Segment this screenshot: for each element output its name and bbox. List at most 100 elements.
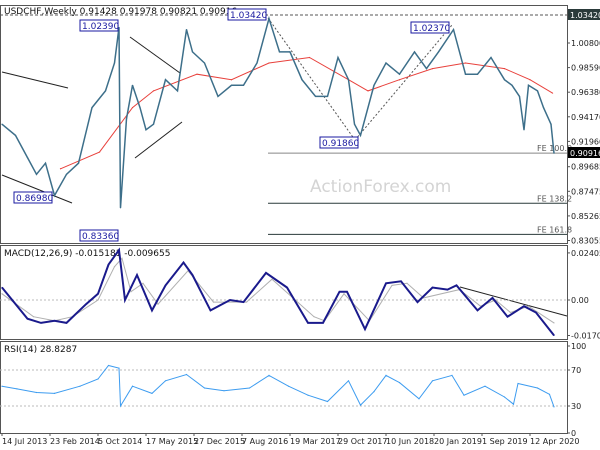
signal-line-point bbox=[1, 293, 3, 295]
macd-line-point bbox=[65, 322, 68, 324]
label-low-2015: 0.83360 bbox=[82, 232, 119, 242]
price-line-point bbox=[437, 51, 440, 53]
price-line-point bbox=[125, 118, 128, 120]
rsi-line-point bbox=[347, 380, 350, 382]
rsi-line-point bbox=[118, 367, 120, 369]
price-line-point bbox=[452, 29, 455, 31]
macd-line-point bbox=[182, 261, 185, 264]
rsi-line-point bbox=[548, 393, 551, 395]
ma-line-point bbox=[131, 106, 134, 109]
price-line-point bbox=[164, 79, 167, 81]
rsi-line-point bbox=[418, 398, 420, 400]
macd-line-point bbox=[107, 263, 110, 266]
macd-line-point bbox=[124, 299, 126, 301]
macd-line-point bbox=[265, 272, 267, 274]
price-line-point bbox=[152, 123, 155, 125]
signal-line-point bbox=[113, 266, 116, 268]
signal-line-point bbox=[553, 322, 555, 324]
price-line-point bbox=[176, 90, 179, 92]
triangle-upper-line bbox=[129, 36, 181, 74]
price-line-point bbox=[278, 51, 281, 53]
price-line-point bbox=[65, 173, 68, 175]
dotted-up-line bbox=[354, 24, 453, 141]
macd-line-point bbox=[40, 322, 42, 324]
price-line-point bbox=[53, 194, 56, 197]
price-line-point bbox=[347, 79, 350, 81]
rsi-line-point bbox=[151, 392, 153, 394]
ma-line-point bbox=[98, 151, 101, 153]
price-line-point bbox=[550, 123, 552, 125]
macd-line-point bbox=[553, 334, 555, 337]
x-tick-label: 23 Feb 2014 bbox=[50, 437, 100, 446]
rsi-line-point bbox=[79, 385, 81, 387]
macd-line-point bbox=[136, 274, 138, 276]
rsi-tick-label: 100 bbox=[571, 342, 586, 351]
price-line-point bbox=[145, 129, 147, 131]
macd-line-point bbox=[535, 311, 537, 314]
price-line-point bbox=[14, 134, 17, 136]
ma-line-point bbox=[152, 90, 155, 92]
price-line-point bbox=[353, 123, 356, 125]
signal-line-point bbox=[97, 299, 99, 301]
price-line-point bbox=[523, 129, 525, 131]
rsi-line-point bbox=[164, 380, 167, 382]
macd-line-point bbox=[523, 305, 525, 307]
macd-line-point bbox=[506, 316, 509, 318]
macd-line-point bbox=[364, 328, 366, 330]
rsi-line-point bbox=[553, 406, 555, 408]
signal-line-point bbox=[271, 278, 273, 280]
macd-line-point bbox=[151, 309, 153, 312]
x-tick-label: 19 Mar 2017 bbox=[290, 437, 341, 446]
signal-line-point bbox=[406, 282, 408, 284]
rsi-line bbox=[1, 364, 555, 408]
price-line-point bbox=[139, 106, 141, 109]
signal-line-point bbox=[130, 291, 132, 293]
rsi-line-point bbox=[185, 373, 188, 376]
x-tick-label: 29 Oct 2017 bbox=[338, 437, 387, 446]
ma-line-point bbox=[268, 62, 270, 64]
rsi-line-point bbox=[268, 374, 270, 376]
price-line-point bbox=[91, 106, 93, 109]
rsi-line-point bbox=[517, 382, 519, 385]
rsi-line-point bbox=[536, 387, 539, 389]
series-layer bbox=[1, 15, 555, 408]
price-line-point bbox=[314, 95, 317, 98]
signal-line-point bbox=[32, 316, 35, 318]
price-line-point bbox=[104, 90, 107, 92]
x-tick-label: 1 Sep 2019 bbox=[482, 437, 528, 446]
price-line-point bbox=[373, 84, 375, 86]
macd-line-point bbox=[242, 301, 245, 303]
ma-line-point bbox=[503, 67, 506, 70]
symbol-info: USDCHF,Weekly 0.91428 0.91978 0.90821 0.… bbox=[4, 7, 237, 17]
macd-line-point bbox=[1, 286, 3, 289]
price-labels: 1.02390 1.03420 1.02370 0.91860 0.86980 … bbox=[13, 8, 450, 242]
price-line-point bbox=[542, 106, 545, 109]
rsi-line-point bbox=[287, 385, 290, 387]
price-line-point bbox=[527, 84, 530, 86]
rsi-line-point bbox=[512, 403, 515, 405]
rsi-title: RSI(14) 28.8287 bbox=[4, 345, 77, 355]
macd-line-point bbox=[416, 301, 419, 303]
price-line-point bbox=[44, 162, 47, 164]
macd-line-point bbox=[400, 280, 402, 282]
ma-line-point bbox=[398, 79, 401, 81]
price-line-point bbox=[476, 73, 479, 75]
rsi-line-point bbox=[53, 392, 56, 394]
price-line bbox=[1, 15, 555, 208]
rsi-tick-label: 30 bbox=[571, 402, 581, 411]
price-line-point bbox=[553, 152, 555, 154]
macd-tick-label: 0.00 bbox=[571, 296, 589, 305]
price-line-point bbox=[326, 95, 329, 98]
fib-label: FE 161.8 bbox=[537, 225, 572, 234]
macd-line-point bbox=[118, 249, 120, 251]
price-line-point bbox=[26, 157, 29, 159]
rsi-line-point bbox=[223, 390, 225, 392]
macd-line-point bbox=[229, 299, 231, 301]
rsi-line-point bbox=[503, 396, 506, 398]
x-tick-label: 17 May 2015 bbox=[146, 437, 198, 446]
